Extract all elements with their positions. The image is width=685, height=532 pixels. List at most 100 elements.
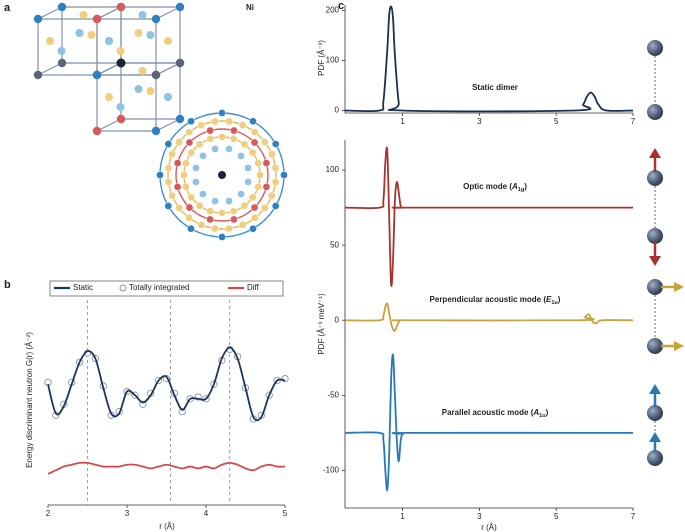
atom <box>105 93 113 101</box>
atom <box>151 70 161 80</box>
x-tick-label: 7 <box>631 512 636 521</box>
x-tick-label: 1 <box>400 117 405 126</box>
atom <box>206 126 214 135</box>
annotation-part: ) <box>558 295 561 304</box>
y-tick-label: -100 <box>323 466 340 475</box>
annotation-part: A <box>532 408 539 417</box>
atom <box>185 213 193 222</box>
ring <box>167 120 277 230</box>
atom <box>175 114 185 124</box>
atom <box>271 202 280 210</box>
atom <box>173 183 182 191</box>
atom <box>46 37 54 45</box>
annotation-part: Parallel acoustic mode ( <box>442 408 534 417</box>
atom <box>187 117 195 126</box>
atom <box>138 67 147 75</box>
x-tick-label: 7 <box>631 117 636 126</box>
atom <box>240 201 249 210</box>
atom <box>218 109 226 117</box>
arrow-head <box>649 432 661 442</box>
atom <box>268 150 276 159</box>
atom <box>647 338 663 354</box>
atom <box>33 14 43 24</box>
annotation: Parallel acoustic mode (A1u) <box>442 408 549 419</box>
legend-marker <box>119 284 127 292</box>
atom <box>173 159 182 167</box>
edge <box>96 118 122 132</box>
atom <box>164 178 173 186</box>
x-tick-label: 3 <box>477 512 482 521</box>
atom <box>105 37 113 45</box>
atom <box>211 197 219 205</box>
atom <box>271 178 280 186</box>
y-axis-label: Energy discriminant neutron G(r) (Å⁻²) <box>25 332 34 468</box>
atom <box>175 2 185 12</box>
x-tick-label: 5 <box>554 512 559 521</box>
line-series <box>344 353 633 492</box>
atom <box>211 224 219 233</box>
y-tick-label: 0 <box>335 315 340 324</box>
atom <box>251 213 259 222</box>
atom <box>151 14 161 24</box>
atom <box>164 164 173 172</box>
x-tick-label: 4 <box>204 509 209 518</box>
ring-diagram <box>156 109 288 241</box>
edge <box>96 6 122 20</box>
atom <box>225 117 233 126</box>
atom <box>175 204 184 212</box>
atom <box>647 405 663 421</box>
legend-label: Static <box>73 283 93 292</box>
atom <box>146 31 155 39</box>
atom <box>260 204 269 212</box>
annotation-part: 1u <box>539 413 545 419</box>
atom <box>254 159 262 168</box>
atom <box>256 171 264 179</box>
y-tick-label: -50 <box>327 390 339 399</box>
x-tick-label: 5 <box>554 117 559 126</box>
atom <box>218 209 226 217</box>
x-tick-label: 3 <box>125 509 130 518</box>
atom <box>92 70 102 80</box>
atom <box>164 202 173 210</box>
atom <box>175 58 185 68</box>
annotation: Optic mode (A1g) <box>463 182 527 193</box>
x-tick-label: 3 <box>477 117 482 126</box>
atom <box>164 37 172 45</box>
x-tick-label: 1 <box>400 512 405 521</box>
atom <box>248 148 257 157</box>
y-axis-label: PDF (Å⁻³ meV⁻¹) <box>317 293 326 355</box>
x-tick-label: 2 <box>46 509 51 518</box>
line-series <box>47 346 286 422</box>
atom <box>116 58 126 68</box>
edge <box>155 62 181 76</box>
atom <box>254 182 262 191</box>
annotation-part: Perpendicular acoustic mode ( <box>430 295 547 304</box>
atom <box>116 114 126 124</box>
legend-label: Totally integrated <box>129 283 189 292</box>
atom <box>175 138 184 146</box>
element-label: Ni <box>246 3 254 12</box>
panel-label: c <box>338 0 344 12</box>
annotation-part: Optic mode ( <box>463 182 512 191</box>
atom <box>192 164 200 172</box>
atom <box>271 164 280 172</box>
atom <box>225 224 233 233</box>
atom <box>79 11 88 19</box>
atom <box>195 140 204 149</box>
annotation: Perpendicular acoustic mode (E1u) <box>430 295 561 306</box>
atom <box>260 138 269 146</box>
edge <box>155 118 181 132</box>
atom <box>647 40 663 56</box>
panel-label: a <box>4 2 11 14</box>
line-series <box>344 146 633 287</box>
atom <box>211 145 219 153</box>
arrow-head <box>674 341 684 351</box>
atom <box>647 279 663 295</box>
atom <box>262 159 271 167</box>
y-axis-label: PDF (Å⁻³) <box>317 40 326 76</box>
atom <box>168 191 176 200</box>
atom <box>647 450 663 466</box>
atom <box>206 215 214 224</box>
atom <box>206 135 215 143</box>
atom <box>138 11 147 19</box>
